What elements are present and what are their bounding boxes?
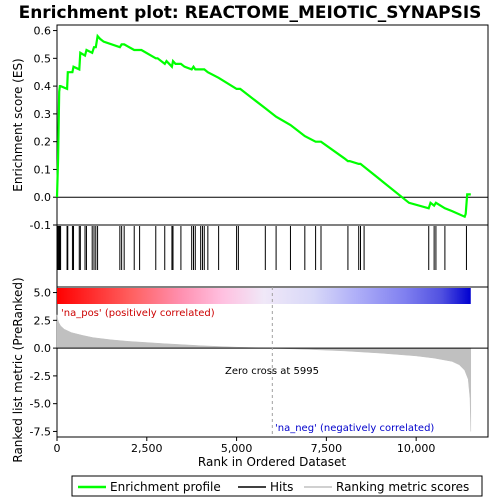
xtick-label: 0 xyxy=(54,442,61,455)
es-ytick-label: 0.0 xyxy=(34,191,52,204)
metric-ytick-label: -5.0 xyxy=(30,398,51,411)
xtick-label: 2,500 xyxy=(131,442,163,455)
x-axis-label: Rank in Ordered Dataset xyxy=(198,455,346,469)
es-ytick-label: 0.3 xyxy=(34,108,52,121)
es-panel-frame xyxy=(56,24,489,226)
zero-cross-label: Zero cross at 5995 xyxy=(225,366,319,377)
es-ytick-label: 0.6 xyxy=(34,25,52,38)
legend-box xyxy=(71,475,483,497)
es-ytick-label: 0.2 xyxy=(34,136,52,149)
metric-axis-label: Ranked list metric (PreRanked) xyxy=(11,277,25,462)
neg-correlated-label: 'na_neg' (negatively correlated) xyxy=(275,423,434,434)
es-plot: -0.1 0.0 0.1 0.2 0.3 0.4 0.5 0.6 xyxy=(30,25,488,232)
es-ytick-label: -0.1 xyxy=(30,219,51,232)
pos-correlated-label: 'na_pos' (positively correlated) xyxy=(61,308,215,319)
es-ytick-label: 0.5 xyxy=(34,52,52,65)
enrichment-profile-line xyxy=(55,33,471,219)
es-ytick-label: 0.4 xyxy=(34,80,52,93)
legend-label-hits: Hits xyxy=(270,480,293,494)
metric-ytick-label: -2.5 xyxy=(30,370,51,383)
legend-label-enrichment: Enrichment profile xyxy=(110,480,221,494)
hits-plot xyxy=(57,226,467,270)
metric-ytick-label: 5.0 xyxy=(34,287,52,300)
rank-gradient-bar xyxy=(57,288,471,304)
metric-ytick-label: -7.5 xyxy=(30,425,51,438)
metric-plot: -7.5 -5.0 -2.5 0.0 2.5 5.0 0 2,500 5,000 7,500 10,… xyxy=(30,287,488,455)
rank-color-bar xyxy=(57,288,471,304)
legend-label-ranking: Ranking metric scores xyxy=(336,480,469,494)
es-ytick-label: 0.1 xyxy=(34,163,52,176)
xtick-label: 10,000 xyxy=(397,442,436,455)
es-axis-label: Enrichment score (ES) xyxy=(11,58,25,191)
metric-ytick-label: 0.0 xyxy=(34,342,52,355)
chart-title: Enrichment plot: REACTOME_MEIOTIC_SYNAPS… xyxy=(19,3,482,23)
xtick-label: 7,500 xyxy=(311,442,343,455)
metric-ytick-label: 2.5 xyxy=(34,314,52,327)
xtick-label: 5,000 xyxy=(221,442,253,455)
